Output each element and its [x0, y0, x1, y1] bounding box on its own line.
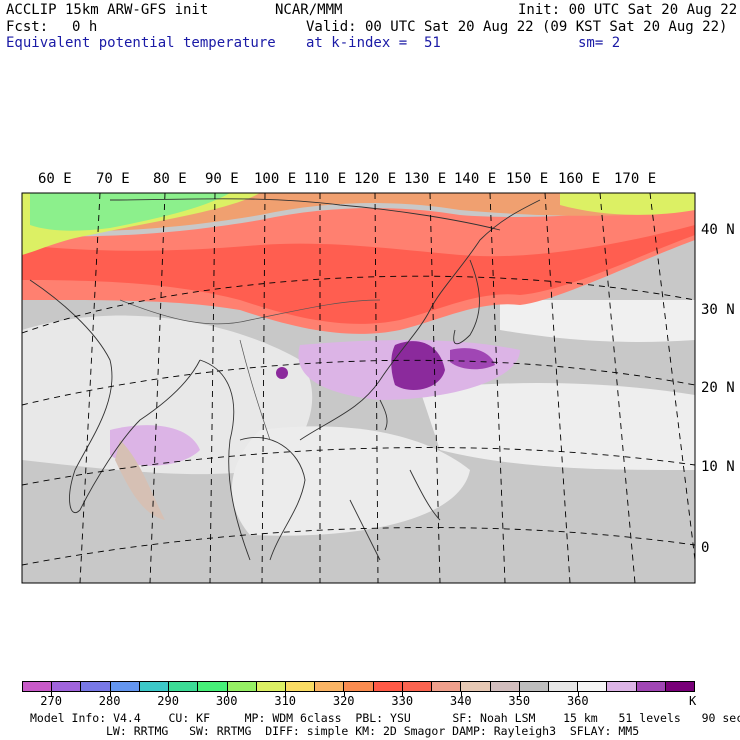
- field-name: Equivalent potential temperature: [6, 35, 276, 51]
- map-field: [22, 193, 695, 583]
- colorbar-tick: [519, 692, 521, 696]
- graticule: [22, 193, 695, 583]
- purple-spot: [276, 367, 288, 379]
- level-info: at k-index = 51: [306, 35, 441, 51]
- lon-label-70e: 70 E: [96, 171, 130, 187]
- lon-label-130e: 130 E: [404, 171, 447, 187]
- lon-label-60e: 60 E: [38, 171, 72, 187]
- colorbar-tick: [109, 692, 111, 696]
- colorbar-label: 350: [508, 694, 531, 708]
- colorbar-segment: [110, 682, 140, 691]
- colorbar-segment: [490, 682, 520, 691]
- init-time: Init: 00 UTC Sat 20 Aug 22: [518, 2, 738, 18]
- colorbar-segment: [607, 682, 637, 691]
- forecast-hour: 0 h: [72, 19, 98, 35]
- colorbar-segment: [344, 682, 374, 691]
- map-frame: [21, 192, 696, 584]
- colorbar-segment: [198, 682, 228, 691]
- colorbar-unit: K: [689, 694, 697, 708]
- colorbar-segment: [23, 682, 53, 691]
- colorbar-label: 340: [449, 694, 472, 708]
- colorbar-tick: [51, 692, 53, 696]
- lat-label-10n: 10 N: [701, 459, 735, 475]
- purple-east: [450, 348, 495, 370]
- model-title: ACCLIP 15km ARW-GFS init: [6, 2, 209, 18]
- colorbar-tick: [285, 692, 287, 696]
- colorbar-segment: [402, 682, 433, 691]
- colorbar-segment: [285, 682, 316, 691]
- lat-label-30n: 30 N: [701, 302, 735, 318]
- colorbar-segment: [256, 682, 286, 691]
- purple-core: [391, 341, 445, 390]
- org-label: NCAR/MMM: [275, 2, 343, 18]
- warm-band-core: [22, 225, 695, 324]
- colorbar-label: 300: [215, 694, 238, 708]
- coastlines: [29, 198, 541, 561]
- colorbar-segment: [373, 682, 403, 691]
- colorbar-segment: [461, 682, 491, 691]
- colorbar: [22, 681, 695, 692]
- lat-label-20n: 20 N: [701, 380, 735, 396]
- colorbar-label: 330: [391, 694, 414, 708]
- colorbar-segment: [52, 682, 82, 691]
- lon-label-90e: 90 E: [205, 171, 239, 187]
- colorbar-label: 290: [157, 694, 179, 708]
- colorbar-tick: [460, 692, 462, 696]
- light-area-east: [420, 383, 695, 470]
- colorbar-label: 360: [566, 694, 589, 708]
- colorbar-segment: [519, 682, 549, 691]
- green-band: [30, 193, 230, 231]
- footer-model-info: Model Info: V4.4 CU: KF MP: WDM 6class P…: [30, 711, 740, 725]
- colorbar-segment: [432, 682, 462, 691]
- lon-label-150e: 150 E: [506, 171, 549, 187]
- light-area-south: [231, 426, 470, 536]
- colorbar-segment: [169, 682, 199, 691]
- colorbar-segment: [227, 682, 257, 691]
- colorbar-segment: [81, 682, 111, 691]
- light-area-northeast: [500, 300, 695, 342]
- lon-label-80e: 80 E: [153, 171, 187, 187]
- colorbar-tick: [402, 692, 404, 696]
- lon-label-120e: 120 E: [354, 171, 397, 187]
- colorbar-tick: [226, 692, 228, 696]
- lat-label-0: 0: [701, 540, 710, 556]
- yellow-band-east: [560, 193, 695, 215]
- colorbar-segment: [315, 682, 345, 691]
- valid-time: Valid: 00 UTC Sat 20 Aug 22 (09 KST Sat …: [306, 19, 728, 35]
- lon-label-110e: 110 E: [304, 171, 347, 187]
- lon-label-160e: 160 E: [558, 171, 601, 187]
- footer-physics-info: LW: RRTMG SW: RRTMG DIFF: simple KM: 2D …: [106, 724, 640, 738]
- colorbar-label: 320: [332, 694, 355, 708]
- colorbar-tick: [168, 692, 170, 696]
- colorbar-tick: [577, 692, 579, 696]
- lon-label-100e: 100 E: [254, 171, 297, 187]
- colorbar-segment: [665, 682, 695, 691]
- colorbar-tick: [343, 692, 345, 696]
- colorbar-segment: [636, 682, 666, 691]
- lon-label-140e: 140 E: [454, 171, 497, 187]
- lon-label-170e: 170 E: [614, 171, 657, 187]
- forecast-label: Fcst:: [6, 19, 49, 35]
- colorbar-segment: [548, 682, 579, 691]
- smoothing-info: sm= 2: [578, 35, 621, 51]
- borders: [119, 299, 381, 441]
- lat-label-40n: 40 N: [701, 222, 735, 238]
- colorbar-segment: [578, 682, 608, 691]
- colorbar-label: 270: [40, 694, 62, 708]
- colorbar-label: 310: [274, 694, 297, 708]
- tan-india-coast: [115, 440, 165, 520]
- colorbar-segment: [139, 682, 170, 691]
- colorbar-label: 280: [98, 694, 121, 708]
